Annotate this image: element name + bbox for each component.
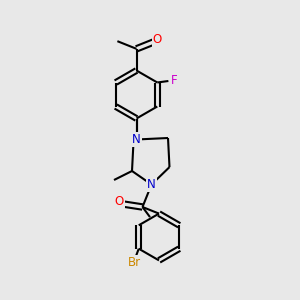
Text: O: O — [152, 33, 162, 46]
Text: N: N — [132, 133, 141, 146]
Text: F: F — [170, 74, 177, 88]
Text: O: O — [115, 195, 124, 208]
Text: N: N — [147, 178, 156, 191]
Text: Br: Br — [128, 256, 141, 269]
